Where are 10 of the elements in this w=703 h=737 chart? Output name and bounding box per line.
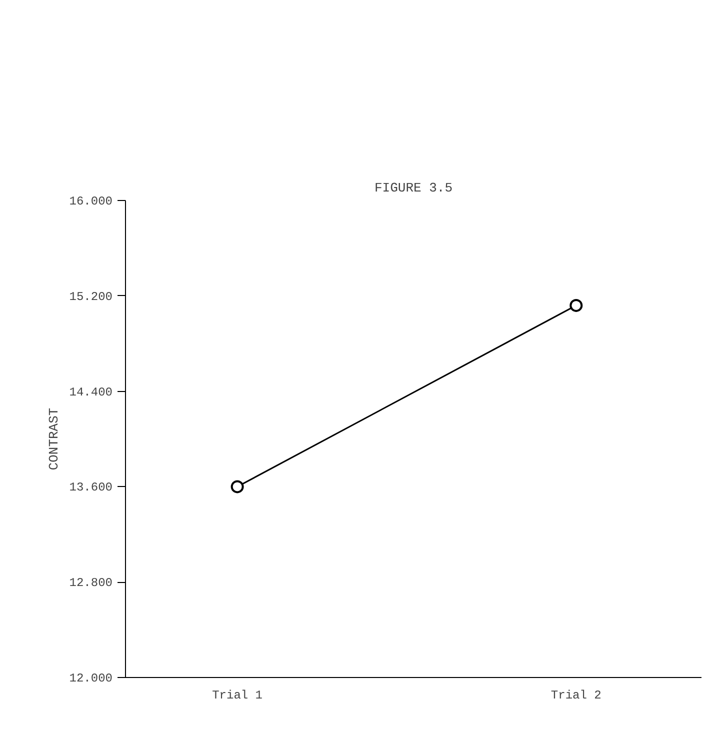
y-tick-label: 12.000 <box>69 672 113 686</box>
chart-title: FIGURE 3.5 <box>374 180 453 196</box>
y-axis-title: CONTRAST <box>46 408 62 470</box>
x-tick-label: Trial 2 <box>550 688 602 702</box>
y-tick-label: 15.200 <box>69 290 113 304</box>
y-tick-label: 16.000 <box>69 194 113 208</box>
y-tick-label: 13.600 <box>69 480 113 495</box>
y-tick-label: 12.800 <box>69 576 113 590</box>
x-tick-label: Trial 1 <box>212 688 263 702</box>
y-tick-label: 14.400 <box>69 385 113 400</box>
